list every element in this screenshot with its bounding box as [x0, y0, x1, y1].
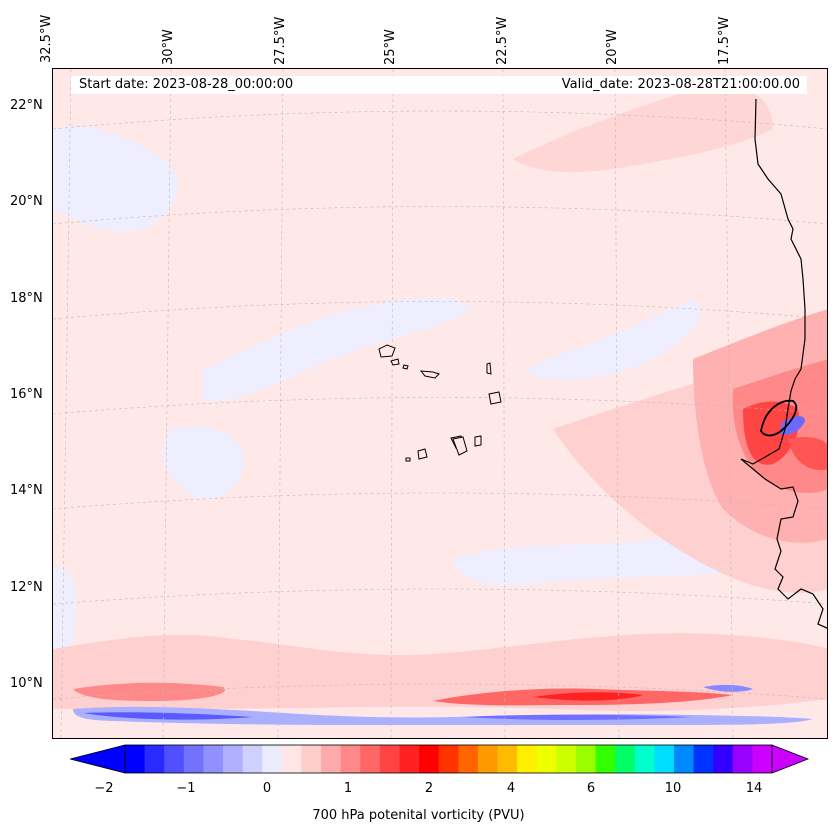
pv-negative-patch: [523, 299, 701, 380]
colorbar-over-arrow: [771, 744, 810, 774]
colorbar-tick-label: −1: [176, 781, 196, 796]
latitude-label: 14°N: [10, 483, 43, 498]
pv-negative-band: [463, 714, 693, 720]
colorbar-cells: [125, 745, 773, 773]
colorbar-cell: [752, 745, 773, 773]
longitude-label: 27.5°W: [273, 16, 288, 65]
colorbar-tick-label: 10: [664, 781, 682, 796]
pv-negative-patch: [203, 297, 473, 401]
pv-positive-patch: [513, 85, 773, 173]
latitude-label: 12°N: [10, 580, 43, 595]
cape-verde-islands: [378, 344, 502, 462]
colorbar-cell: [281, 745, 303, 773]
colorbar-tick-label: 14: [745, 781, 763, 796]
colorbar-cell: [438, 745, 459, 773]
colorbar-cell: [575, 745, 597, 773]
colorbar-tick-label: 4: [506, 781, 516, 796]
pv-positive-patch: [788, 437, 827, 471]
longitude-label: 17.5°W: [717, 16, 732, 65]
colorbar-cell: [517, 745, 538, 773]
longitude-label: 25°W: [383, 29, 398, 65]
colorbar-cell: [379, 745, 401, 773]
colorbar-cell: [203, 745, 224, 773]
colorbar-cell: [713, 745, 734, 773]
pv-positive-patch: [533, 692, 643, 701]
colorbar-cell: [125, 745, 146, 773]
colorbar-tick-label: 2: [424, 781, 434, 796]
colorbar-cell: [595, 745, 616, 773]
pv-negative-band: [83, 712, 253, 720]
pv-negative-patch: [162, 426, 245, 500]
colorbar-cell: [497, 745, 518, 773]
graticule: [53, 69, 827, 738]
colorbar-cell: [183, 745, 205, 773]
latitude-label: 18°N: [10, 291, 43, 306]
date-banner: [71, 76, 807, 94]
latitude-label: 16°N: [10, 387, 43, 402]
colorbar-cell: [634, 745, 655, 773]
map-field: [53, 69, 827, 738]
colorbar-under-arrow: [70, 744, 126, 774]
longitude-label: 30°W: [161, 29, 176, 65]
pv-negative-patch: [781, 416, 805, 435]
colorbar-cell: [654, 745, 675, 773]
colorbar-cell: [223, 745, 244, 773]
colorbar-title: 700 hPa potenital vorticity (PVU): [312, 808, 525, 823]
latitude-label: 22°N: [10, 98, 43, 113]
longitude-label: 32.5°W: [39, 14, 54, 63]
colorbar-cell: [360, 745, 381, 773]
colorbar-cell: [321, 745, 342, 773]
colorbar-cell: [419, 745, 440, 773]
valid-date-label: Valid_date: 2023-08-28T21:00:00.00: [561, 77, 800, 92]
coastline: [740, 98, 827, 629]
latitude-label: 10°N: [10, 676, 43, 691]
colorbar-cell: [477, 745, 499, 773]
colorbar-cell: [340, 745, 361, 773]
pv-negative-patch: [703, 684, 753, 692]
colorbar-cell: [144, 745, 165, 773]
colorbar-tick-label: 0: [262, 781, 272, 796]
colorbar-tick-label: −2: [94, 781, 114, 796]
colorbar-cell: [242, 745, 263, 773]
colorbar-cell: [673, 745, 695, 773]
pv-negative-patch: [53, 567, 77, 669]
map-panel: [52, 68, 828, 739]
latitude-label: 20°N: [10, 194, 43, 209]
colorbar-cell: [556, 745, 577, 773]
colorbar-tick-label: 1: [343, 781, 353, 796]
longitude-label: 20°W: [605, 29, 620, 65]
colorbar: [70, 744, 810, 774]
colorbar-cell: [536, 745, 557, 773]
pv-positive-patch: [73, 682, 225, 701]
colorbar-cell: [301, 745, 322, 773]
colorbar-tick-label: 6: [586, 781, 596, 796]
pv-negative-patch: [53, 126, 178, 232]
pv-positive-patch: [743, 401, 800, 465]
start-date-label: Start date: 2023-08-28_00:00:00: [79, 77, 294, 92]
colorbar-cell: [164, 745, 185, 773]
colorbar-cell: [615, 745, 636, 773]
pv-negative-band: [73, 706, 813, 725]
colorbar-cell: [732, 745, 753, 773]
pv-negative-patch: [453, 538, 753, 586]
colorbar-cell: [262, 745, 283, 773]
colorbar-frame: [124, 744, 773, 774]
colorbar-cell: [458, 745, 479, 773]
colorbar-cell: [693, 745, 714, 773]
longitude-label: 22.5°W: [495, 16, 510, 65]
colorbar-cell: [399, 745, 420, 773]
